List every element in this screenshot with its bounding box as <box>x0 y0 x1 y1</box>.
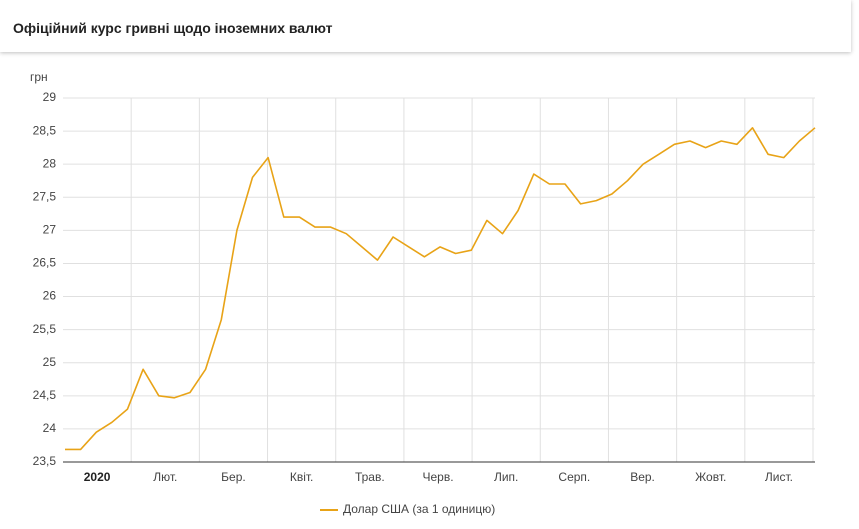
x-tick-label: Черв. <box>422 470 453 484</box>
y-tick-label: 27 <box>43 223 57 237</box>
y-tick-label: 24 <box>43 421 57 435</box>
y-tick-label: 28,5 <box>33 123 57 137</box>
y-tick-label: 25,5 <box>33 322 57 336</box>
x-tick-label: Серп. <box>558 470 590 484</box>
x-tick-label: Лист. <box>765 470 793 484</box>
x-tick-label: Лют. <box>153 470 177 484</box>
x-tick-label: Лип. <box>494 470 518 484</box>
legend-label: Долар США (за 1 одиницю) <box>343 502 495 516</box>
y-tick-label: 23,5 <box>33 454 57 468</box>
x-tick-label: 2020 <box>84 470 111 484</box>
x-tick-label: Бер. <box>221 470 246 484</box>
y-tick-label: 27,5 <box>33 189 57 203</box>
y-tick-label: 29 <box>43 90 57 104</box>
x-tick-label: Квіт. <box>290 470 314 484</box>
y-tick-label: 26 <box>43 289 57 303</box>
chart-title: Офіційний курс гривні щодо іноземних вал… <box>13 20 333 36</box>
series-line <box>65 127 816 451</box>
y-tick-label: 25 <box>43 355 57 369</box>
y-axis-label: грн <box>30 70 48 84</box>
x-tick-label: Жовт. <box>695 470 726 484</box>
y-tick-label: 24,5 <box>33 388 57 402</box>
y-tick-label: 26,5 <box>33 256 57 270</box>
y-tick-label: 28 <box>43 156 57 170</box>
x-tick-label: Вер. <box>630 470 655 484</box>
header: Офіційний курс гривні щодо іноземних вал… <box>0 0 851 52</box>
x-tick-label: Трав. <box>355 470 385 484</box>
